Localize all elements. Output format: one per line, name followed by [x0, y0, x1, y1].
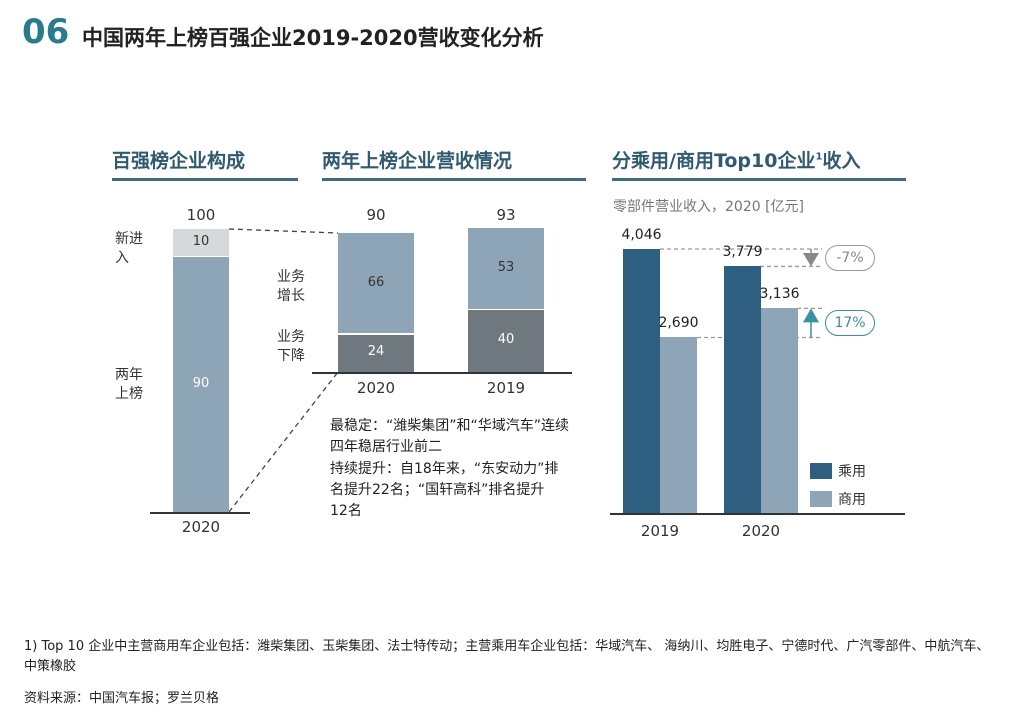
chart1-baseline [150, 512, 250, 514]
chart3-bar-commercial-2020 [761, 308, 798, 513]
chart1-total-label: 100 [186, 206, 216, 224]
chart3-subtitle: 零部件营业收入，2020 [亿元] [613, 199, 805, 215]
page-title: 中国两年上榜百强企业2019-2020营收变化分析 [82, 26, 544, 50]
chart3-value-passenger-2019: 4,046 [621, 227, 662, 243]
chart2-bar-growth-2019 [468, 228, 544, 309]
chart3-legend-label-passenger: 乘用 [838, 464, 866, 480]
footnote: 1) Top 10 企业中主营商用车企业包括：潍柴集团、玉柴集团、法士特传动；主… [24, 639, 990, 674]
chart2-value-growth-2020: 66 [367, 274, 385, 290]
section-number: 06 [22, 12, 70, 52]
chart2-bar-growth-2020 [338, 233, 414, 334]
chart3-change-commercial: 17% [825, 310, 875, 336]
chart3-value-passenger-2020: 3,779 [722, 244, 763, 261]
chart2-value-decline-2020: 24 [367, 344, 385, 360]
chart1-title: 百强榜企业构成 [112, 150, 246, 172]
chart3-title-suffix: 收入 [822, 150, 861, 172]
chart2-value-growth-2019: 53 [497, 260, 515, 276]
chart2-title: 两年上榜企业营收情况 [322, 150, 513, 172]
chart2-value-decline-2019: 40 [497, 332, 515, 348]
source-note: 资料来源：中国汽车报；罗兰贝格 [24, 691, 220, 706]
chart1-x-label: 2020 [181, 518, 221, 536]
chart2-note-1: 最稳定：“潍柴集团”和“华域汽车”连续四年稳居行业前二 [330, 418, 570, 455]
arrow-up-icon [803, 308, 819, 323]
chart3-bar-passenger-2020 [724, 266, 761, 513]
chart2-total-2019: 93 [496, 206, 516, 224]
chart3-legend-swatch-commercial [810, 491, 832, 507]
chart2-label-decline: 业务下降 [277, 329, 305, 364]
connector-top [228, 228, 339, 234]
chart1-bar-two-year [173, 257, 229, 512]
chart2-bar-decline-2020 [338, 334, 414, 372]
chart3-underline [612, 178, 906, 181]
chart3-change-passenger: -7% [825, 244, 875, 271]
chart3-bar-passenger-2019 [623, 249, 660, 513]
chart1-label-two-year: 两年上榜 [115, 367, 143, 402]
chart3-value-commercial-2019: 2,690 [658, 315, 699, 332]
chart2-label-growth: 业务增长 [277, 269, 305, 304]
chart3-baseline [610, 513, 905, 515]
chart1-value-two-year: 90 [192, 375, 210, 391]
chart3-title-text: 分乘用/商用Top10企业 [612, 150, 816, 172]
chart3-legend-swatch-passenger [810, 463, 832, 479]
chart2-x-label-2020: 2020 [356, 379, 396, 397]
chart1-underline [112, 178, 298, 181]
chart2-x-label-2019: 2019 [486, 379, 526, 397]
connector-bottom [228, 371, 339, 513]
chart2-bar-decline-2019 [468, 310, 544, 372]
chart1-label-new-entry: 新进入 [115, 231, 143, 266]
chart2-total-2020: 90 [366, 206, 386, 224]
chart1-value-new-entry: 10 [192, 234, 210, 250]
chart3-x-label-2019: 2019 [640, 522, 680, 540]
chart3-title: 分乘用/商用Top10企业1收入 [612, 146, 860, 173]
chart3-bar-commercial-2019 [660, 337, 697, 513]
chart3-title-footnote-mark: 1 [815, 151, 823, 163]
chart3-legend-label-commercial: 商用 [838, 492, 866, 508]
chart1-bar-new-entry [173, 229, 229, 257]
chart2-note-2: 持续提升：自18年来，“东安动力”排名提升22名；“国轩高科”排名提升12名 [330, 461, 559, 519]
chart3-value-commercial-2020: 3,136 [759, 286, 800, 303]
arrow-down-icon [803, 253, 819, 267]
chart2-underline [322, 178, 586, 181]
chart2-baseline [312, 372, 572, 374]
chart3-x-label-2020: 2020 [741, 522, 781, 540]
